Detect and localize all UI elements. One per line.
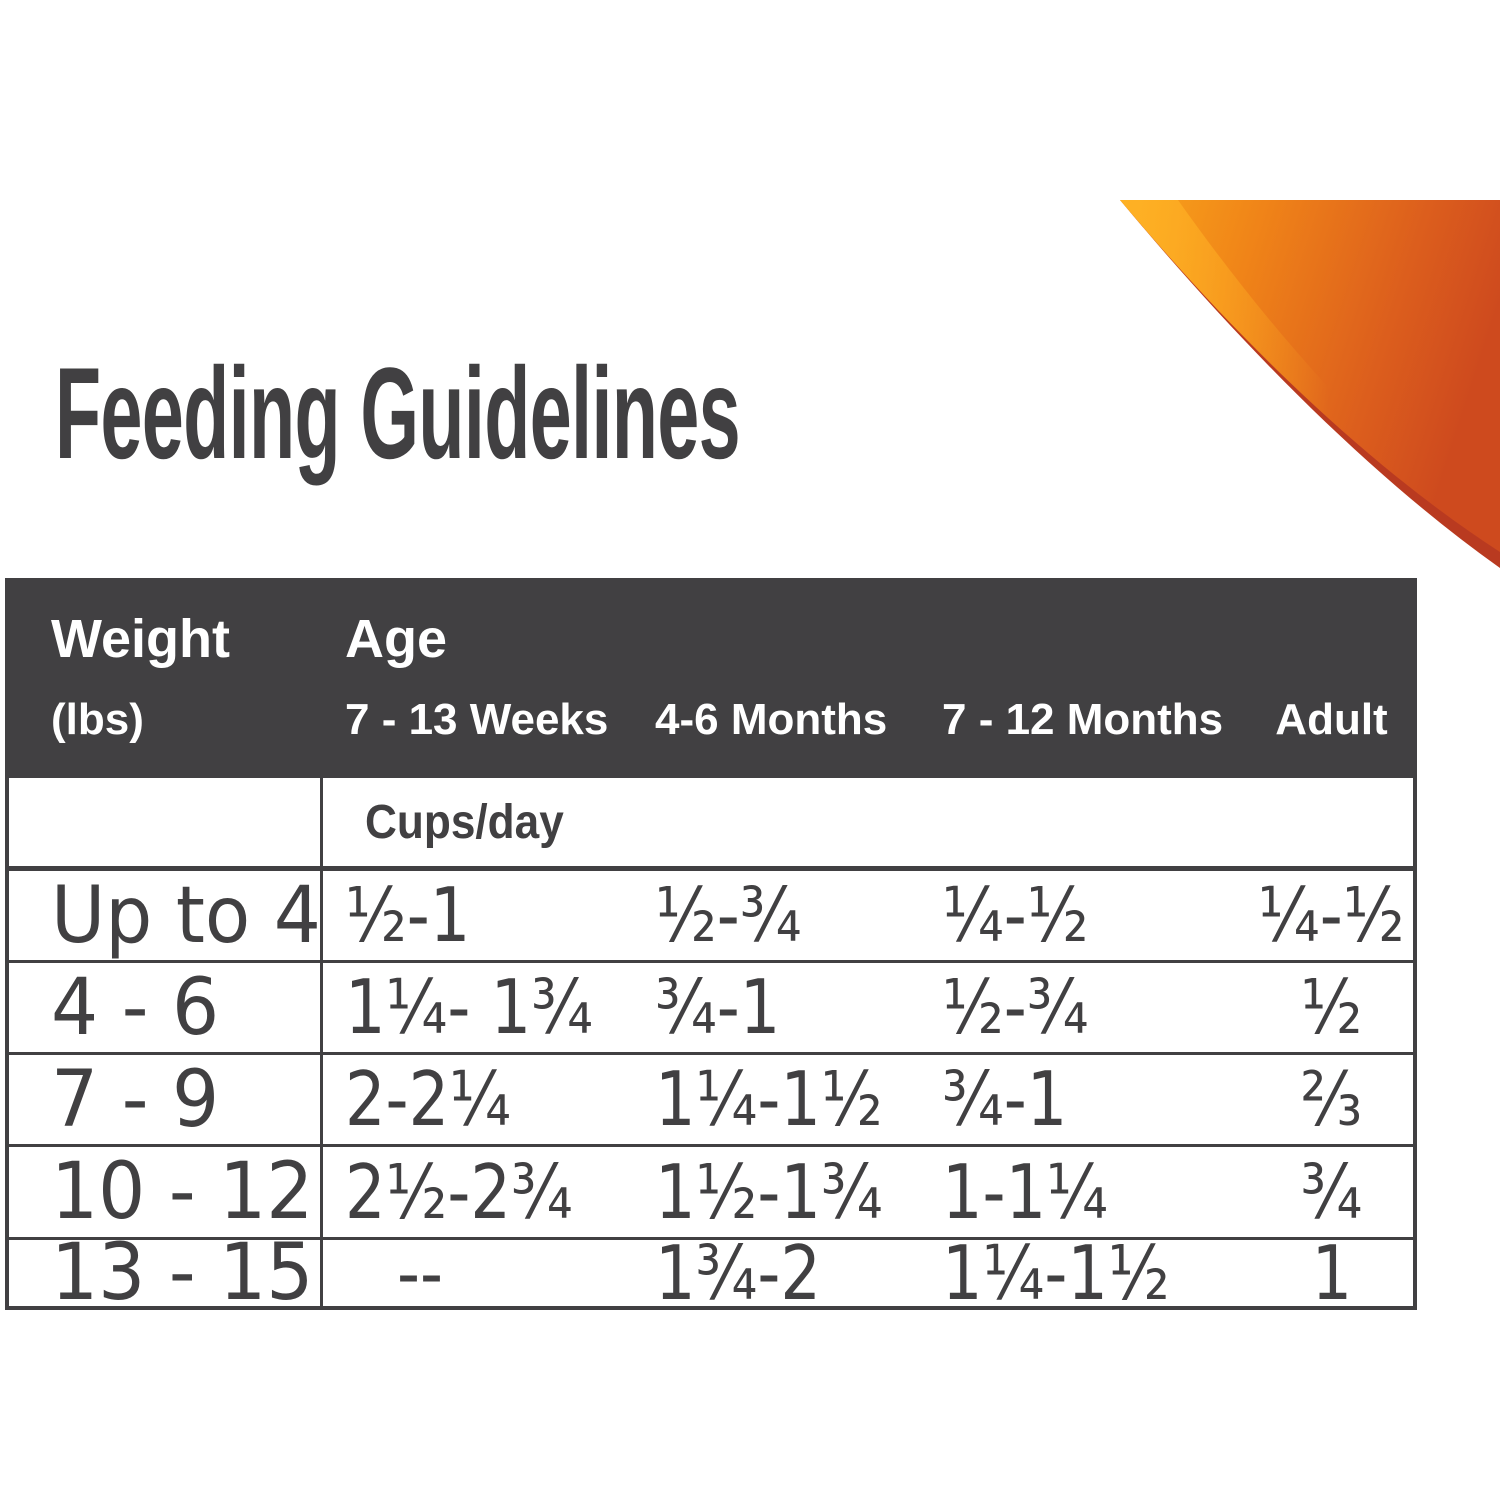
- value-cell: --: [397, 1228, 444, 1317]
- value-cell: ⅔: [1300, 1055, 1363, 1143]
- value-cell: ¾-1: [942, 1055, 1068, 1143]
- age-header-label: Age: [345, 609, 448, 669]
- weight-cell: 4 - 6: [9, 963, 323, 1052]
- units-cell: Cups/day: [323, 778, 1413, 866]
- units-row: Cups/day: [9, 778, 1413, 871]
- orange-swoosh-decoration: [1120, 200, 1500, 568]
- value-cell: ¼-½: [942, 871, 1089, 959]
- value-cell: 2½-2¾: [345, 1147, 573, 1236]
- age-col-7-12-months: 7 - 12 Months: [942, 695, 1224, 744]
- table-row: 4 - 6 1¼- 1¾ ¾-1 ½-¾ ½: [9, 963, 1413, 1055]
- weight-header-cell: Weight: [9, 612, 323, 666]
- weight-cell: 13 - 15: [9, 1234, 323, 1312]
- value-cell: ¾: [1300, 1147, 1363, 1236]
- units-label: Cups/day: [365, 795, 564, 849]
- age-column-header: 4-6 Months: [645, 698, 930, 742]
- feeding-table: Weight Age (lbs) 7 - 13 Weeks 4-6 Months…: [5, 578, 1417, 1317]
- units-empty-cell: [9, 778, 323, 866]
- age-col-7-13-weeks: 7 - 13 Weeks: [345, 695, 609, 744]
- age-header-cell: Age: [323, 612, 645, 666]
- value-cell: ¼-½: [1258, 871, 1405, 959]
- value-cell: 1¼-1½: [942, 1228, 1170, 1317]
- header-row-top: Weight Age: [9, 612, 1413, 698]
- header-row-sub: (lbs) 7 - 13 Weeks 4-6 Months 7 - 12 Mon…: [9, 698, 1413, 742]
- weight-header-label: Weight: [51, 609, 230, 669]
- page-title: Feeding Guidelines: [55, 340, 741, 486]
- weight-cell: Up to 4: [9, 871, 323, 960]
- age-col-adult: Adult: [1275, 695, 1388, 744]
- table-row: 10 - 12 2½-2¾ 1½-1¾ 1-1¼ ¾: [9, 1147, 1413, 1240]
- table-row: 13 - 15 -- 1¾-2 1¼-1½ 1: [9, 1228, 1413, 1317]
- value-cell: 1¼-1½: [655, 1055, 883, 1143]
- table-header: Weight Age (lbs) 7 - 13 Weeks 4-6 Months…: [9, 582, 1413, 778]
- value-cell: ½-¾: [655, 871, 802, 959]
- table-row: 7 - 9 2-2¼ 1¼-1½ ¾-1 ⅔: [9, 1055, 1413, 1147]
- value-cell: 1½-1¾: [655, 1147, 883, 1236]
- age-column-header: 7 - 12 Months: [930, 698, 1250, 742]
- weight-cell: 7 - 9: [9, 1055, 323, 1144]
- weight-unit-cell: (lbs): [9, 698, 323, 742]
- value-cell: ½: [1300, 963, 1363, 1051]
- weight-unit-label: (lbs): [51, 695, 144, 744]
- table-row: Up to 4 ½-1 ½-¾ ¼-½ ¼-½: [9, 871, 1413, 963]
- age-col-4-6-months: 4-6 Months: [655, 695, 888, 744]
- weight-cell: 10 - 12: [9, 1147, 323, 1237]
- swoosh-highlight: [1120, 200, 1500, 552]
- value-cell: ½-¾: [942, 963, 1089, 1051]
- value-cell: 1: [1311, 1228, 1352, 1317]
- value-cell: 1¼- 1¾: [345, 963, 593, 1051]
- value-cell: 1¾-2: [655, 1228, 821, 1317]
- age-column-header: Adult: [1250, 698, 1413, 742]
- value-cell: 1-1¼: [942, 1147, 1108, 1236]
- age-column-header: 7 - 13 Weeks: [323, 698, 645, 742]
- value-cell: 2-2¼: [345, 1055, 511, 1143]
- value-cell: ¾-1: [655, 963, 781, 1051]
- value-cell: ½-1: [345, 871, 471, 959]
